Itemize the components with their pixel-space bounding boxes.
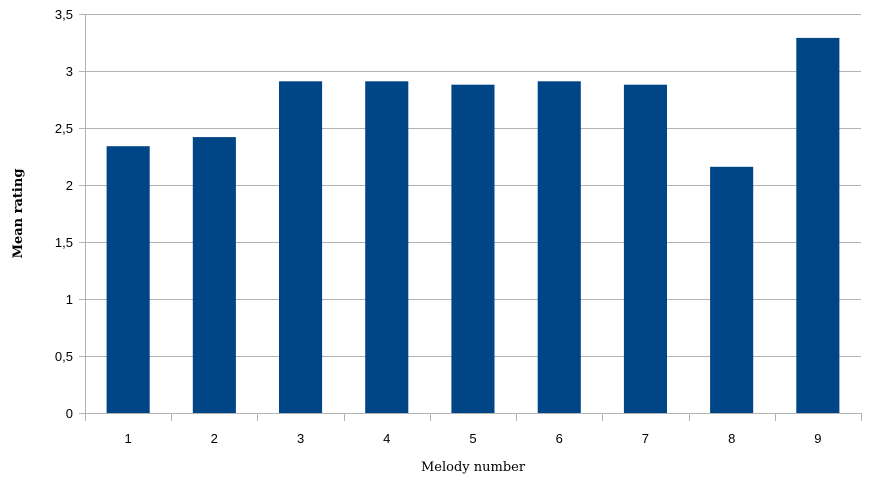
x-axis-title: Melody number <box>421 460 526 475</box>
x-tick-label: 1 <box>124 431 131 446</box>
axes <box>79 14 862 421</box>
bar <box>710 166 754 413</box>
x-tick-label: 9 <box>814 431 821 446</box>
y-tick-label: 0 <box>66 406 73 421</box>
y-tick-label: 2 <box>66 178 73 193</box>
bar <box>106 146 150 413</box>
y-tick-label: 1 <box>66 292 73 307</box>
y-axis-title: Mean rating <box>11 169 26 259</box>
bar <box>623 84 667 413</box>
bar <box>365 81 409 414</box>
x-tick-label: 4 <box>383 431 390 446</box>
bar <box>537 81 581 414</box>
x-tick-label: 3 <box>297 431 304 446</box>
y-tick-labels: 0 0,5 1 1,5 2 2,5 3 3,5 <box>55 7 73 421</box>
x-tick-label: 8 <box>728 431 735 446</box>
y-tick-label: 3,5 <box>55 7 73 22</box>
y-tick-label: 2,5 <box>55 121 73 136</box>
y-tick-label: 1,5 <box>55 235 73 250</box>
bar <box>796 37 840 414</box>
y-tick-label: 3 <box>66 64 73 79</box>
x-tick-label: 5 <box>469 431 476 446</box>
x-tick-label: 2 <box>211 431 218 446</box>
x-tick-label: 7 <box>642 431 649 446</box>
x-tick-label: 6 <box>556 431 563 446</box>
bars <box>106 37 840 414</box>
y-tick-label: 0,5 <box>55 349 73 364</box>
x-tick-labels: 1 2 3 4 5 6 7 8 9 <box>124 431 821 446</box>
bar <box>192 137 236 413</box>
bar <box>279 81 323 414</box>
bar <box>451 84 495 413</box>
